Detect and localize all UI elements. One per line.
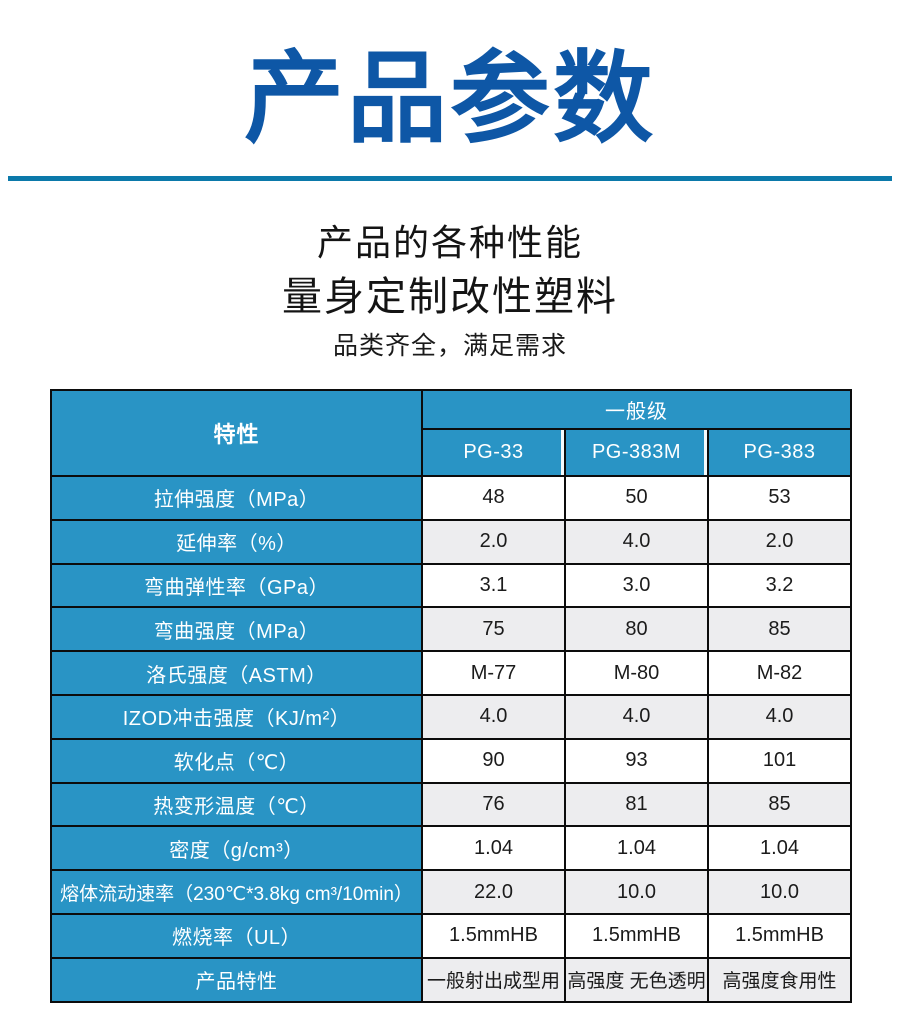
subtitle-line-2: 量身定制改性塑料	[282, 275, 618, 319]
row-label-cell: 热变形温度（℃）	[50, 781, 423, 828]
value-cell: M-82	[706, 650, 853, 696]
value-cell: 1.04	[706, 825, 853, 872]
value-cell: 2.0	[421, 518, 566, 565]
subtitle-line-1: 产品的各种性能	[316, 222, 583, 263]
value-cell: 2.0	[706, 518, 853, 565]
value-cell: 90	[421, 737, 566, 784]
value-cell: 3.2	[706, 562, 853, 609]
value-cell: 1.5mmHB	[706, 912, 853, 959]
value-cell: 1.5mmHB	[421, 912, 566, 959]
table-row: IZOD冲击强度（KJ/m²） 4.0 4.0 4.0	[50, 693, 853, 740]
value-cell: 50	[564, 475, 709, 521]
value-cell: M-77	[421, 650, 566, 696]
value-cell: 4.0	[706, 693, 853, 740]
value-cell: 101	[706, 737, 853, 784]
row-label-cell: 弯曲弹性率（GPa）	[50, 562, 423, 609]
value-cell: 22.0	[421, 869, 566, 915]
table-row: 热变形温度（℃） 76 81 85	[50, 781, 853, 828]
value-cell: 1.04	[564, 825, 709, 872]
value-cell: 53	[706, 475, 853, 521]
model-header-cell: PG-383M	[564, 428, 709, 477]
table-row: 密度（g/cm³） 1.04 1.04 1.04	[50, 825, 853, 872]
value-cell: 高强度食用性	[706, 956, 853, 1003]
value-cell: 10.0	[706, 869, 853, 915]
subtitle-line-3: 品类齐全，满足需求	[332, 332, 567, 360]
value-cell: M-80	[564, 650, 709, 696]
value-cell: 4.0	[564, 693, 709, 740]
table-row: 熔体流动速率（230℃*3.8kg cm³/10min） 22.0 10.0 1…	[50, 869, 853, 915]
product-spec-table: 特性 一般级 PG-33 PG-383M PG-383 拉伸强度（MPa） 48…	[50, 389, 853, 1003]
table-row: 弯曲弹性率（GPa） 3.1 3.0 3.2	[50, 562, 853, 609]
table-row: 延伸率（%） 2.0 4.0 2.0	[50, 518, 853, 565]
value-cell: 4.0	[564, 518, 709, 565]
page-title: 产品参数	[244, 43, 656, 155]
table-row: 拉伸强度（MPa） 48 50 53	[50, 475, 853, 521]
table-row: 软化点（℃） 90 93 101	[50, 737, 853, 784]
value-cell: 85	[706, 606, 853, 653]
row-label-cell: 密度（g/cm³）	[50, 825, 423, 872]
table-row: 燃烧率（UL） 1.5mmHB 1.5mmHB 1.5mmHB	[50, 912, 853, 959]
value-cell: 81	[564, 781, 709, 828]
title-divider	[8, 176, 892, 181]
row-label-cell: 产品特性	[50, 956, 423, 1003]
model-header-cell: PG-383	[706, 428, 853, 477]
row-label-cell: 熔体流动速率（230℃*3.8kg cm³/10min）	[50, 869, 423, 915]
grade-header-row: 特性 一般级	[50, 389, 853, 477]
model-header-cell: PG-33	[421, 428, 566, 477]
feature-header-cell: 特性	[50, 389, 423, 477]
value-cell: 3.1	[421, 562, 566, 609]
row-label-cell: 洛氏强度（ASTM）	[50, 650, 423, 696]
value-cell: 76	[421, 781, 566, 828]
value-cell: 75	[421, 606, 566, 653]
table-row: 弯曲强度（MPa） 75 80 85	[50, 606, 853, 653]
value-cell: 1.04	[421, 825, 566, 872]
row-label-cell: IZOD冲击强度（KJ/m²）	[50, 693, 423, 740]
value-cell: 93	[564, 737, 709, 784]
value-cell: 高强度 无色透明	[564, 956, 709, 1003]
value-cell: 3.0	[564, 562, 709, 609]
model-header-row: PG-33 PG-383M PG-383	[51, 428, 853, 477]
row-label-cell: 延伸率（%）	[50, 518, 423, 565]
value-cell: 85	[706, 781, 853, 828]
row-label-cell: 软化点（℃）	[50, 737, 423, 784]
row-label-cell: 燃烧率（UL）	[50, 912, 423, 959]
value-cell: 48	[421, 475, 566, 521]
value-cell: 10.0	[564, 869, 709, 915]
table-row: 洛氏强度（ASTM） M-77 M-80 M-82	[50, 650, 853, 696]
row-label-cell: 拉伸强度（MPa）	[50, 475, 423, 521]
value-cell: 4.0	[421, 693, 566, 740]
row-label-cell: 弯曲强度（MPa）	[50, 606, 423, 653]
value-cell: 一般射出成型用	[421, 956, 566, 1003]
value-cell: 80	[564, 606, 709, 653]
grade-group-cell: 一般级	[420, 389, 853, 430]
table-row: 产品特性 一般射出成型用 高强度 无色透明 高强度食用性	[50, 956, 853, 1003]
value-cell: 1.5mmHB	[564, 912, 709, 959]
